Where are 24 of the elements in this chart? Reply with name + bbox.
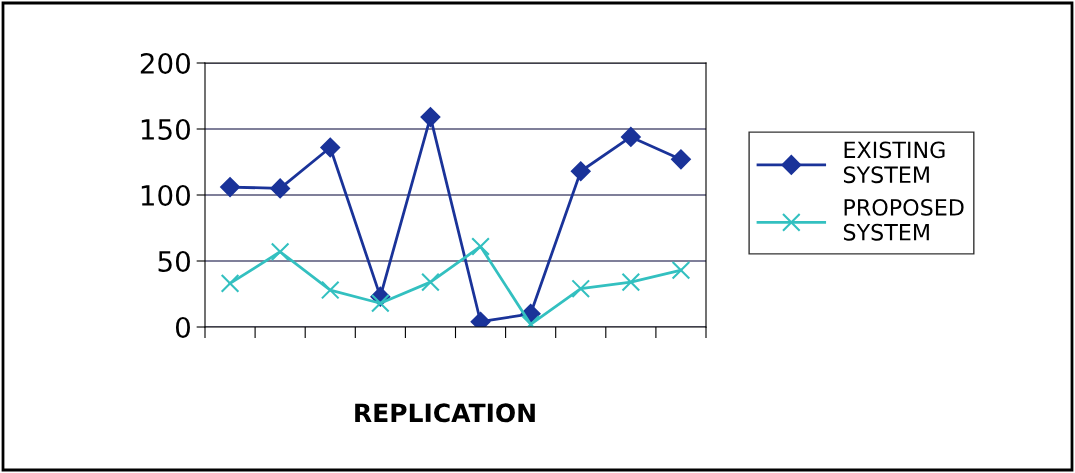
- point: [570, 161, 591, 182]
- point: [220, 177, 240, 197]
- y-tick-label: 200: [140, 52, 190, 74]
- point: [270, 242, 290, 262]
- y-tick-label: 0: [175, 316, 190, 338]
- point: [220, 274, 240, 293]
- point: [671, 149, 691, 170]
- y-tick-label: 50: [158, 250, 190, 272]
- point: [421, 272, 440, 292]
- point: [571, 279, 591, 299]
- legend-label: EXISTING SYSTEM: [843, 141, 945, 184]
- point: [471, 237, 490, 256]
- point: [420, 107, 441, 127]
- point: [621, 272, 641, 292]
- x-axis-title: REPLICATION: [355, 403, 535, 423]
- point: [320, 137, 341, 158]
- point: [320, 280, 340, 300]
- point: [671, 260, 691, 280]
- y-tick-label: 100: [141, 184, 190, 206]
- point: [620, 127, 641, 147]
- point: [270, 178, 291, 199]
- y-tick-label: 150: [141, 118, 190, 140]
- point: [370, 293, 390, 313]
- legend-label: PROPOSED SYSTEM: [843, 198, 964, 241]
